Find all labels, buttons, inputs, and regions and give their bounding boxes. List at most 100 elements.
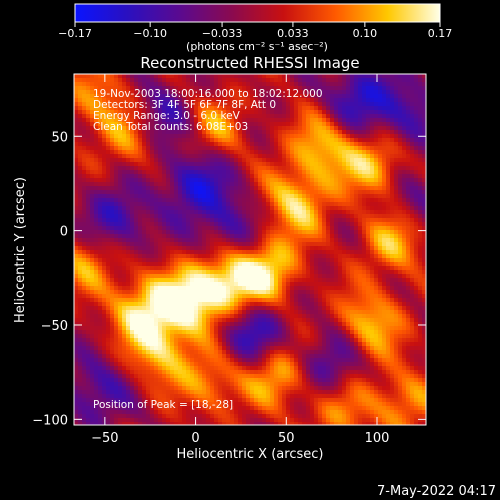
heatmap-cell [322,270,327,275]
heatmap-cell [282,286,287,291]
heatmap-cell [254,130,259,135]
heatmap-cell [222,194,227,199]
heatmap-cell [134,102,139,107]
heatmap-cell [318,110,323,115]
heatmap-cell [290,166,295,171]
heatmap-cell [362,214,367,219]
heatmap-cell [342,266,347,271]
heatmap-cell [394,254,399,259]
heatmap-cell [94,170,99,175]
heatmap-cell [142,282,147,287]
heatmap-cell [254,94,259,99]
heatmap-cell [230,126,235,131]
heatmap-cell [198,186,203,191]
heatmap-cell [230,254,235,259]
heatmap-cell [98,98,103,103]
heatmap-cell [338,154,343,159]
heatmap-cell [306,150,311,155]
heatmap-cell [146,178,151,183]
heatmap-cell [402,282,407,287]
heatmap-cell [422,130,426,135]
heatmap-cell [350,266,355,271]
heatmap-cell [238,194,243,199]
heatmap-cell [330,174,335,179]
heatmap-cell [358,266,363,271]
heatmap-cell [102,270,107,275]
heatmap-cell [170,198,175,203]
heatmap-cell [78,282,83,287]
heatmap-cell [170,134,175,139]
heatmap-cell [198,142,203,147]
heatmap-cell [242,254,247,259]
heatmap-cell [78,122,83,127]
heatmap-cell [394,146,399,151]
heatmap-cell [162,258,167,263]
heatmap-cell [98,122,103,127]
heatmap-cell [326,254,331,259]
heatmap-cell [394,246,399,251]
heatmap-cell [142,286,147,291]
heatmap-cell [102,258,107,263]
heatmap-cell [422,126,426,131]
heatmap-cell [106,102,111,107]
heatmap-cell [230,242,235,247]
heatmap-cell [258,130,263,135]
heatmap-cell [282,122,287,127]
heatmap-cell [198,126,203,131]
heatmap-cell [170,102,175,107]
heatmap-cell [174,222,179,227]
heatmap-cell [174,186,179,191]
heatmap-cell [250,150,255,155]
heatmap-cell [378,102,383,107]
heatmap-cell [82,258,87,263]
heatmap-cell [102,178,107,183]
heatmap-cell [310,74,315,79]
heatmap-cell [398,278,403,283]
heatmap-cell [190,246,195,251]
heatmap-cell [418,234,423,239]
heatmap-cell [234,294,239,299]
heatmap-cell [294,174,299,179]
heatmap-cell [206,98,211,103]
heatmap-cell [90,106,95,111]
heatmap-cell [338,270,343,275]
heatmap-cell [158,282,163,287]
heatmap-cell [378,210,383,215]
heatmap-cell [294,254,299,259]
heatmap-cell [130,146,135,151]
heatmap-cell [254,234,259,239]
heatmap-cell [246,230,251,235]
heatmap-cell [330,218,335,223]
heatmap-cell [186,138,191,143]
heatmap-cell [170,82,175,87]
heatmap-cell [254,254,259,259]
heatmap-cell [214,150,219,155]
heatmap-cell [246,258,251,263]
heatmap-cell [174,94,179,99]
heatmap-cell [234,238,239,243]
heatmap-cell [158,290,163,295]
heatmap-cell [90,234,95,239]
heatmap-cell [226,190,231,195]
heatmap-cell [182,102,187,107]
heatmap-cell [418,158,423,163]
heatmap-cell [74,162,79,167]
heatmap-cell [202,106,207,111]
heatmap-cell [78,178,83,183]
heatmap-cell [166,102,171,107]
heatmap-cell [414,270,419,275]
heatmap-cell [210,230,215,235]
heatmap-cell [94,146,99,151]
heatmap-cell [274,178,279,183]
heatmap-cell [306,158,311,163]
heatmap-cell [310,174,315,179]
heatmap-cell [74,282,79,287]
heatmap-cell [190,146,195,151]
heatmap-cell [354,130,359,135]
heatmap-cell [74,114,79,119]
heatmap-cell [102,110,107,115]
heatmap-cell [266,202,271,207]
heatmap-cell [278,138,283,143]
heatmap-cell [278,298,283,303]
heatmap-cell [362,242,367,247]
